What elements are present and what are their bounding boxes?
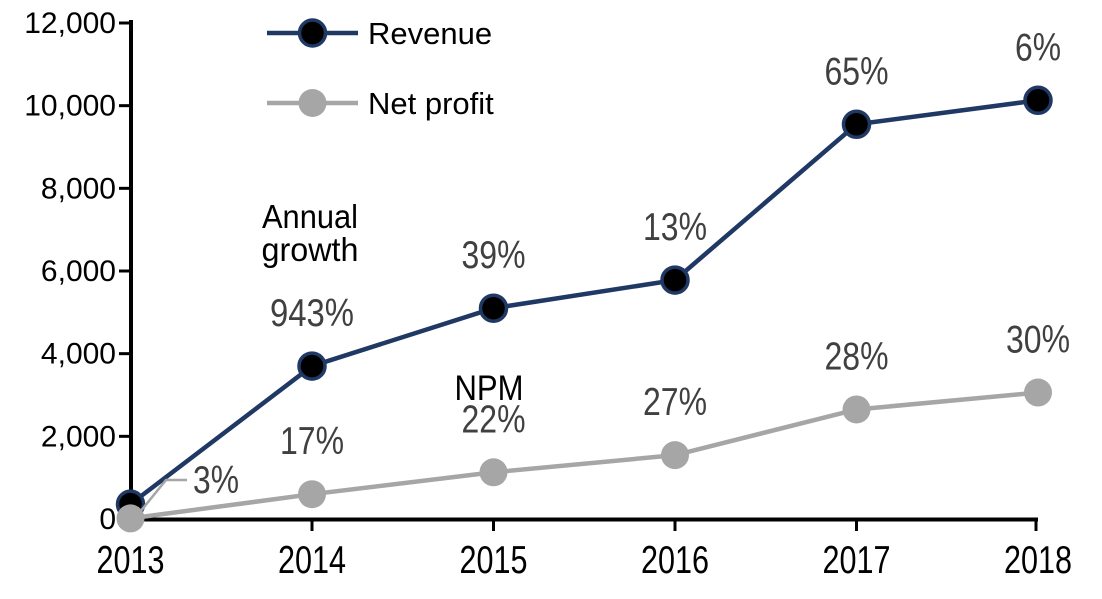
annual-growth-title-line2: growth <box>262 231 359 268</box>
net-profit-marker <box>116 504 145 533</box>
growth-label-2016: 13% <box>643 206 707 249</box>
y-axis-label: 4,000 <box>41 338 116 371</box>
x-axis-label: 2015 <box>460 539 528 582</box>
revenue-marker <box>478 293 509 323</box>
y-axis-label: 12,000 <box>24 7 116 40</box>
revenue-marker <box>841 109 872 140</box>
revenue-marker <box>1023 85 1053 116</box>
legend-net-profit-label: Net profit <box>368 86 494 121</box>
growth-label-2014: 943% <box>270 292 354 335</box>
growth-label-2018: 6% <box>1015 26 1061 69</box>
x-axis-label: 2013 <box>97 539 165 582</box>
npm-2013-leader-line <box>139 478 187 513</box>
revenue-line <box>129 98 1039 506</box>
legend-revenue-label: Revenue <box>368 16 492 51</box>
net-profit-marker <box>842 395 871 424</box>
x-axis-label: 2016 <box>641 539 709 582</box>
x-axis-label: 2017 <box>823 539 891 582</box>
npm-label-2017: 28% <box>825 335 889 378</box>
net-profit-marker <box>1024 378 1052 407</box>
y-axis-label: 6,000 <box>41 255 116 288</box>
net-profit-marker <box>479 458 508 487</box>
npm-label-2014: 17% <box>280 420 344 463</box>
growth-label-2017: 65% <box>825 50 889 93</box>
legend-revenue-marker <box>297 18 328 48</box>
net-profit-line <box>130 390 1039 521</box>
annual-growth-title-line1: Annual <box>262 198 358 235</box>
legend-net-profit-marker <box>298 89 327 117</box>
npm-label-2015: 22% <box>462 398 526 441</box>
y-axis-label: 0 <box>99 503 116 536</box>
revenue-marker <box>297 351 327 381</box>
y-axis-label: 2,000 <box>41 420 116 453</box>
x-axis-label: 2014 <box>278 539 346 582</box>
npm-label-2013: 3% <box>193 459 239 502</box>
net-profit-marker <box>661 441 689 470</box>
npm-label-2016: 27% <box>643 381 707 424</box>
npm-label-2018: 30% <box>1006 319 1070 362</box>
net-profit-marker <box>298 480 326 509</box>
npm-title: NPM <box>455 369 524 408</box>
revenue-marker <box>660 265 690 295</box>
growth-label-2015: 39% <box>462 234 526 277</box>
y-axis-label: 10,000 <box>24 90 116 123</box>
x-axis-label: 2018 <box>1004 539 1072 582</box>
y-axis-label: 8,000 <box>41 172 116 205</box>
